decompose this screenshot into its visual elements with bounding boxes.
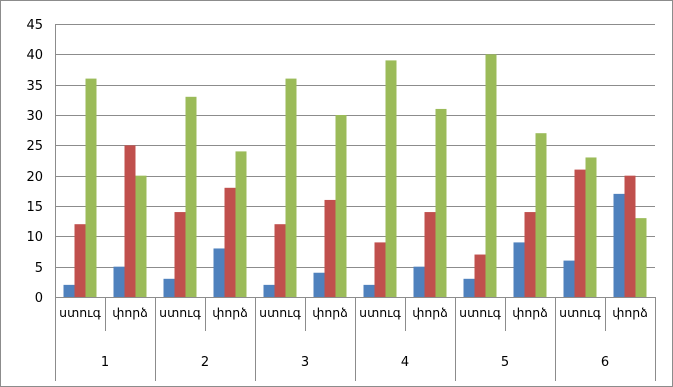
y-tick-label: 35 bbox=[26, 79, 43, 94]
x-category-label: փորձ bbox=[612, 305, 648, 320]
axes bbox=[55, 24, 656, 381]
x-axis-group-labels: 1 2 3 4 5 6 bbox=[101, 355, 609, 370]
bar bbox=[224, 187, 236, 297]
bar bbox=[135, 175, 147, 297]
bar bbox=[263, 284, 275, 297]
x-category-label: փորձ bbox=[412, 305, 448, 320]
x-group-label: 5 bbox=[501, 355, 509, 370]
bar bbox=[285, 78, 297, 297]
x-group-label: 4 bbox=[401, 355, 409, 370]
y-tick-label: 40 bbox=[26, 48, 43, 63]
bar bbox=[513, 242, 525, 297]
bars bbox=[63, 54, 647, 298]
bar bbox=[335, 115, 347, 297]
y-tick-label: 20 bbox=[26, 170, 43, 185]
bar bbox=[185, 96, 197, 297]
bar bbox=[313, 272, 325, 297]
bar bbox=[113, 266, 125, 297]
bar bbox=[574, 169, 586, 297]
bar bbox=[374, 242, 386, 297]
bar bbox=[463, 278, 475, 297]
y-axis-tick-labels: 0 5 10 15 20 25 30 35 40 45 bbox=[26, 18, 43, 306]
bar bbox=[174, 212, 186, 297]
y-tick-label: 0 bbox=[35, 291, 43, 306]
x-category-label: փորձ bbox=[112, 305, 148, 320]
bar bbox=[563, 260, 575, 297]
bar bbox=[124, 145, 136, 297]
y-tick-label: 5 bbox=[35, 261, 43, 276]
y-tick-label: 15 bbox=[26, 200, 43, 215]
bar bbox=[474, 254, 486, 297]
x-category-label: ստուգ bbox=[459, 305, 501, 320]
y-tick-label: 25 bbox=[26, 139, 43, 154]
x-category-label: ստուգ bbox=[259, 305, 301, 320]
bar bbox=[324, 199, 336, 297]
x-category-label: ստուգ bbox=[359, 305, 401, 320]
bar bbox=[163, 278, 175, 297]
bar bbox=[85, 78, 97, 297]
bar bbox=[485, 54, 497, 298]
bar bbox=[635, 218, 647, 297]
y-tick-label: 45 bbox=[26, 18, 43, 33]
bar bbox=[424, 212, 436, 297]
bar bbox=[624, 175, 636, 297]
bar bbox=[74, 224, 86, 297]
bar bbox=[363, 284, 375, 297]
y-tick-label: 30 bbox=[26, 109, 43, 124]
x-group-label: 1 bbox=[101, 355, 109, 370]
y-tick-label: 10 bbox=[26, 230, 43, 245]
x-category-label: փորձ bbox=[512, 305, 548, 320]
x-group-label: 3 bbox=[301, 355, 309, 370]
bar bbox=[235, 151, 247, 297]
bar bbox=[613, 193, 625, 297]
x-category-label: փորձ bbox=[312, 305, 348, 320]
x-axis-category-labels: ստուգ փորձ ստուգ փորձ ստուգ փորձ ստուգ փորձ ստու… bbox=[59, 305, 648, 320]
bar bbox=[413, 266, 425, 297]
bar bbox=[63, 284, 75, 297]
bar bbox=[274, 224, 286, 297]
x-group-label: 6 bbox=[601, 355, 609, 370]
x-category-label: ստուգ bbox=[559, 305, 601, 320]
x-group-label: 2 bbox=[201, 355, 209, 370]
x-category-label: փորձ bbox=[212, 305, 248, 320]
bar bbox=[585, 157, 597, 297]
x-category-label: ստուգ bbox=[159, 305, 201, 320]
x-category-label: ստուգ bbox=[59, 305, 101, 320]
bar bbox=[435, 108, 447, 297]
gridlines bbox=[55, 24, 655, 268]
bar bbox=[535, 133, 547, 297]
bar bbox=[385, 60, 397, 298]
bar bbox=[213, 248, 225, 297]
bar bbox=[524, 212, 536, 297]
